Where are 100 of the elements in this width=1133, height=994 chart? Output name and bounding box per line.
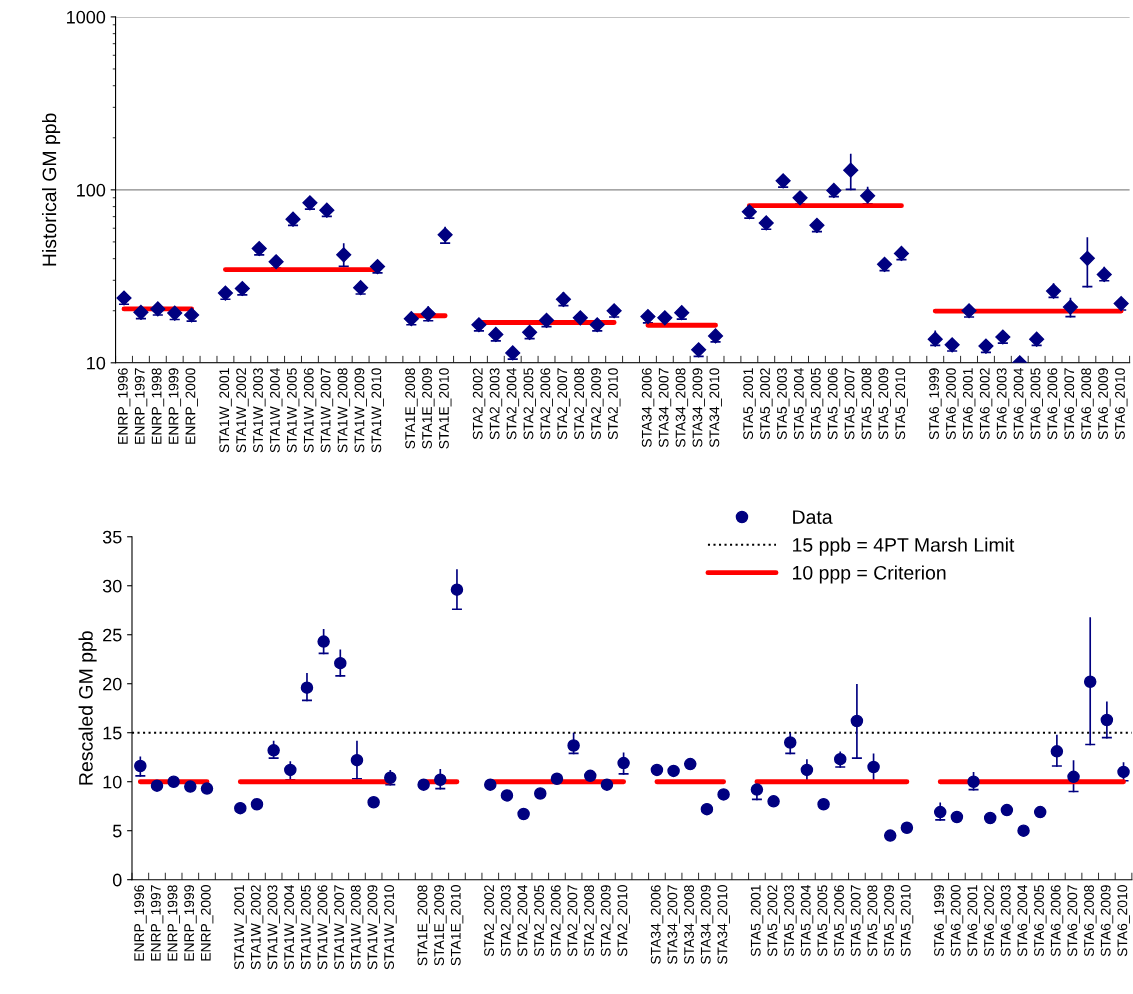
- legend-label: Data: [793, 510, 833, 524]
- y-axis-title: Historical GM ppb: [42, 113, 61, 266]
- point: [750, 783, 764, 796]
- point: [572, 310, 588, 326]
- x-tick-label: STA6_2009: [1100, 885, 1114, 957]
- point: [336, 247, 352, 263]
- point: [300, 681, 314, 694]
- point: [350, 753, 364, 767]
- x-tick-label: STA6_2003: [996, 368, 1010, 440]
- point: [417, 778, 430, 791]
- x-tick-label: STA34_2008: [684, 885, 697, 964]
- x-tick-label: STA6_2000: [946, 368, 959, 440]
- x-tick-label: STA5_2001: [750, 885, 764, 957]
- point: [567, 739, 580, 752]
- x-tick-label: STA1E_2008: [405, 368, 418, 449]
- x-tick-label: STA6_2008: [1084, 885, 1097, 957]
- x-tick-label: STA5_2004: [793, 368, 807, 440]
- x-tick-label: STA1W_2001: [219, 368, 232, 453]
- point: [367, 796, 380, 809]
- x-tick-label: STA34_2007: [658, 368, 672, 448]
- x-tick-label: STA5_2001: [743, 368, 756, 440]
- x-tick-label: STA1W_2007: [334, 885, 347, 970]
- x-tick-label: STA2_2002: [484, 885, 497, 957]
- x-tick-label: STA2_2007: [557, 368, 570, 440]
- x-tick-label: STA1E_2010: [439, 368, 452, 449]
- point: [268, 254, 284, 270]
- x-tick-label: STA5_2005: [817, 885, 830, 957]
- x-tick-label: STA6_2001: [962, 368, 976, 440]
- point: [200, 782, 214, 795]
- x-tick-label: STA1W_2004: [270, 368, 283, 453]
- x-tick-label: STA34_2008: [675, 368, 689, 448]
- point: [334, 656, 347, 670]
- point: [650, 763, 664, 777]
- x-tick-label: STA1W_2009: [354, 368, 367, 453]
- x-tick-label: STA6_2007: [1064, 368, 1077, 440]
- x-tick-label: STA2_2002: [472, 368, 486, 440]
- point: [234, 801, 247, 815]
- point: [600, 778, 614, 791]
- x-tick-label: STA1W_2002: [250, 885, 264, 970]
- x-tick-label: STA5_2002: [760, 368, 773, 440]
- point: [1033, 805, 1047, 819]
- x-tick-label: STA2_2004: [517, 884, 530, 957]
- point: [1000, 803, 1014, 817]
- x-tick-label: STA5_2009: [884, 885, 897, 957]
- point: [767, 795, 780, 808]
- point: [674, 305, 690, 321]
- x-tick-label: STA2_2005: [534, 885, 547, 957]
- point: [434, 773, 447, 787]
- point: [484, 778, 497, 791]
- point: [550, 772, 564, 786]
- point: [134, 759, 147, 773]
- x-tick-label: STA6_2001: [967, 885, 980, 957]
- y-tick-label: 20: [103, 677, 122, 691]
- point: [867, 760, 880, 774]
- x-tick-label: STA5_2006: [827, 368, 841, 440]
- x-tick-label: STA2_2006: [540, 368, 553, 440]
- x-tick-label: STA6_2007: [1067, 885, 1080, 957]
- x-tick-label: STA5_2006: [834, 885, 847, 957]
- x-tick-label: ENRP_1998: [167, 885, 181, 961]
- y-tick-label: 15: [103, 726, 122, 740]
- point: [184, 307, 200, 323]
- x-tick-label: STA1W_2006: [303, 368, 317, 453]
- point: [950, 810, 964, 824]
- x-tick-label: STA34_2010: [709, 368, 722, 448]
- legend-label: 15 ppb = 4PT Marsh Limit: [793, 537, 1015, 556]
- x-tick-label: ENRP_1999: [168, 368, 182, 444]
- x-tick-label: STA2_2003: [489, 368, 503, 440]
- point: [267, 744, 280, 757]
- x-tick-label: STA6_2010: [1115, 368, 1128, 440]
- x-tick-label: STA1W_2002: [236, 368, 249, 453]
- point: [250, 797, 264, 811]
- x-tick-label: STA6_2009: [1098, 368, 1111, 440]
- x-tick-label: STA1W_2004: [284, 884, 297, 970]
- point: [800, 763, 814, 777]
- point: [500, 789, 514, 802]
- x-tick-label: STA1E_2009: [422, 368, 435, 449]
- x-tick-label: STA2_2008: [574, 368, 587, 440]
- y-tick-label: 100: [77, 183, 106, 197]
- x-tick-label: STA2_2009: [600, 885, 614, 957]
- x-tick-label: ENRP_1998: [151, 368, 165, 444]
- point: [150, 301, 166, 317]
- x-tick-label: STA34_2007: [667, 885, 680, 964]
- point: [167, 775, 180, 788]
- point: [657, 310, 673, 326]
- x-tick-label: STA5_2002: [767, 885, 780, 957]
- x-tick-label: STA6_2006: [1050, 885, 1064, 957]
- x-tick-label: STA6_2002: [984, 885, 997, 957]
- x-tick-label: STA1W_2008: [350, 885, 364, 970]
- x-tick-label: STA1W_2007: [320, 368, 334, 453]
- x-tick-label: STA2_2008: [584, 885, 597, 957]
- x-tick-label: STA1W_2010: [371, 368, 384, 453]
- x-tick-label: STA1W_2009: [367, 885, 380, 970]
- point: [684, 757, 697, 771]
- x-tick-label: ENRP_2000: [200, 885, 214, 961]
- x-tick-label: STA1W_2008: [337, 368, 351, 453]
- point: [817, 797, 830, 811]
- x-tick-label: STA5_2007: [844, 368, 858, 440]
- x-tick-label: STA34_2009: [700, 885, 714, 964]
- y-axis-title: Rescaled GM ppb: [78, 631, 97, 785]
- point: [1050, 745, 1064, 758]
